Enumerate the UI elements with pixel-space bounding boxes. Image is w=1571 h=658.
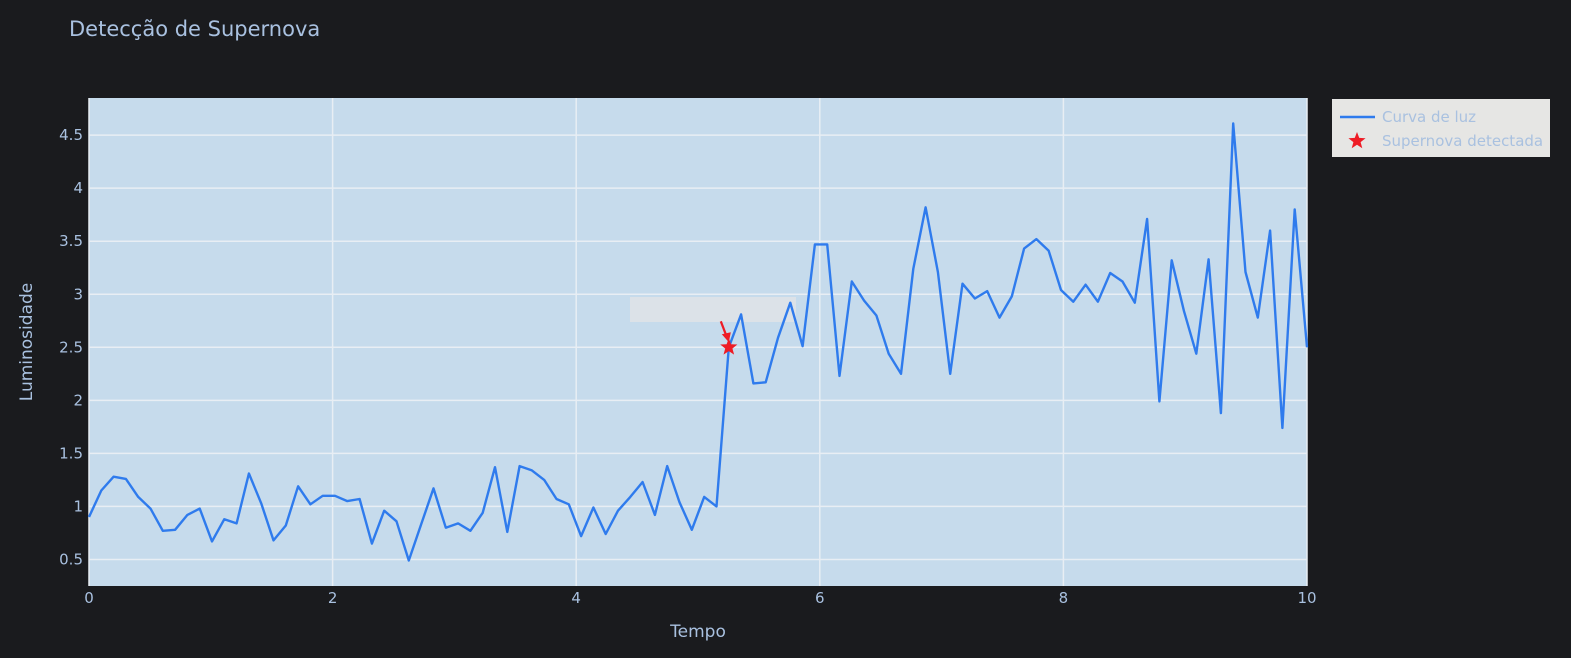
annotation-arrow-head (721, 332, 731, 343)
x-tick-label: 2 (328, 589, 338, 607)
x-tick-label: 4 (571, 589, 581, 607)
x-tick-label: 0 (84, 589, 94, 607)
x-axis-label: Tempo (669, 622, 726, 642)
x-tick-label: 8 (1059, 589, 1069, 607)
series-line-curva-de-luz (87, 122, 1309, 562)
series-layer (87, 122, 1309, 562)
y-axis-ticks: 0.5 1 1.5 2 2.5 3 3.5 4 4.5 (59, 126, 83, 568)
y-tick-label: 1.5 (59, 444, 83, 462)
supernova-marker (720, 338, 738, 355)
legend-swatch-star (1348, 132, 1366, 149)
y-tick-label: 2 (73, 391, 83, 409)
legend-label-supernova: Supernova detectada (1382, 132, 1543, 150)
chart-title: Detecção de Supernova (69, 17, 320, 41)
annotation-arrow (719, 320, 731, 343)
y-tick-label: 4.5 (59, 126, 83, 144)
legend-label-curva-de-luz: Curva de luz (1382, 108, 1476, 126)
annotation-box (630, 297, 796, 322)
y-tick-label: 0.5 (59, 550, 83, 568)
y-axis-label: Luminosidade (17, 283, 37, 401)
x-axis-ticks: 0 2 4 6 8 10 (84, 589, 1316, 607)
legend[interactable]: Curva de luz Supernova detectada (1332, 99, 1550, 157)
y-tick-label: 3 (73, 285, 83, 303)
legend-box (1332, 99, 1550, 157)
y-tick-label: 3.5 (59, 232, 83, 250)
y-tick-label: 4 (73, 179, 83, 197)
x-tick-label: 10 (1297, 589, 1316, 607)
x-tick-label: 6 (815, 589, 825, 607)
y-tick-label: 1 (73, 497, 83, 515)
y-tick-label: 2.5 (59, 338, 83, 356)
